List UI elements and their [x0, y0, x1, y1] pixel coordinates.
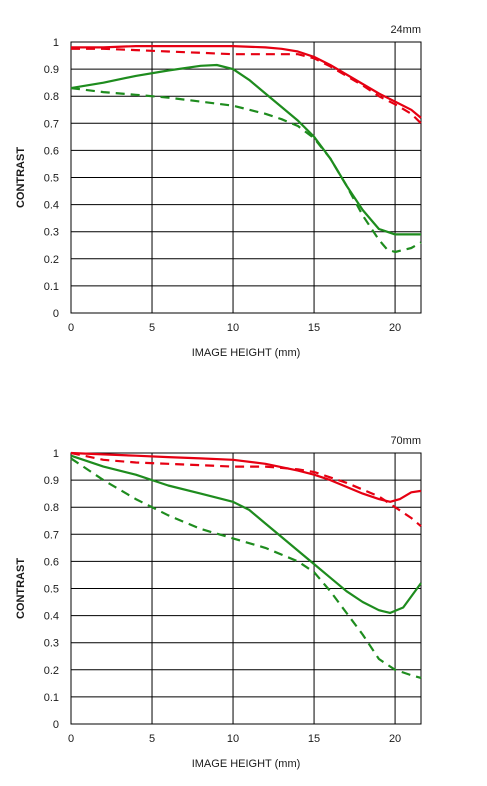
y-axis-label: CONTRAST: [15, 147, 27, 208]
x-tick-label: 20: [389, 733, 401, 745]
y-tick-label: 0: [53, 719, 59, 731]
focal-length-label: 24mm: [390, 24, 421, 36]
y-tick-label: 0.7: [44, 118, 59, 130]
series-line-3: [70, 87, 422, 254]
series-line-1: [70, 451, 422, 528]
x-tick-label: 10: [227, 322, 239, 334]
y-tick-label: 0.4: [44, 611, 59, 623]
series-line-0: [71, 45, 422, 119]
y-tick-label: 1: [53, 37, 59, 49]
y-tick-label: 1: [53, 448, 59, 460]
series-line-2: [70, 454, 422, 614]
y-tick-label: 0.7: [44, 529, 59, 541]
x-tick-label: 15: [308, 733, 320, 745]
x-tick-label: 0: [68, 733, 74, 745]
x-tick-label: 0: [68, 322, 74, 334]
x-axis-label: IMAGE HEIGHT (mm): [192, 347, 301, 359]
x-tick-label: 20: [389, 322, 401, 334]
y-tick-label: 0.5: [44, 173, 59, 185]
y-tick-label: 0.4: [44, 200, 59, 212]
x-axis-label: IMAGE HEIGHT (mm): [192, 758, 301, 770]
y-tick-label: 0.1: [44, 692, 59, 704]
y-tick-label: 0.1: [44, 281, 59, 293]
y-tick-label: 0.8: [44, 502, 59, 514]
y-tick-label: 0.6: [44, 556, 59, 568]
y-tick-label: 0.9: [44, 64, 59, 76]
y-tick-label: 0.6: [44, 145, 59, 157]
x-tick-label: 5: [149, 733, 155, 745]
x-tick-label: 10: [227, 733, 239, 745]
y-tick-label: 0: [53, 308, 59, 320]
y-tick-label: 0.8: [44, 91, 59, 103]
focal-length-label: 70mm: [390, 435, 421, 447]
y-axis-label: CONTRAST: [15, 558, 27, 619]
series-line-1: [71, 47, 422, 125]
y-tick-label: 0.2: [44, 254, 59, 266]
y-tick-label: 0.5: [44, 584, 59, 596]
plot-frame: [70, 41, 422, 314]
x-tick-label: 15: [308, 322, 320, 334]
y-tick-label: 0.2: [44, 665, 59, 677]
y-tick-label: 0.3: [44, 227, 59, 239]
series-line-3: [70, 457, 422, 679]
x-tick-label: 5: [149, 322, 155, 334]
y-tick-label: 0.3: [44, 638, 59, 650]
series-line-2: [70, 63, 421, 236]
chart-1: 00.10.20.30.40.50.60.70.80.910 5 10 15 2070m…: [15, 435, 422, 770]
y-tick-label: 0.9: [44, 475, 59, 487]
chart-0: 00.10.20.30.40.50.60.70.80.910 5 10 15 2024m…: [15, 24, 422, 359]
series-line-0: [70, 451, 422, 503]
plot-frame: [70, 452, 422, 725]
